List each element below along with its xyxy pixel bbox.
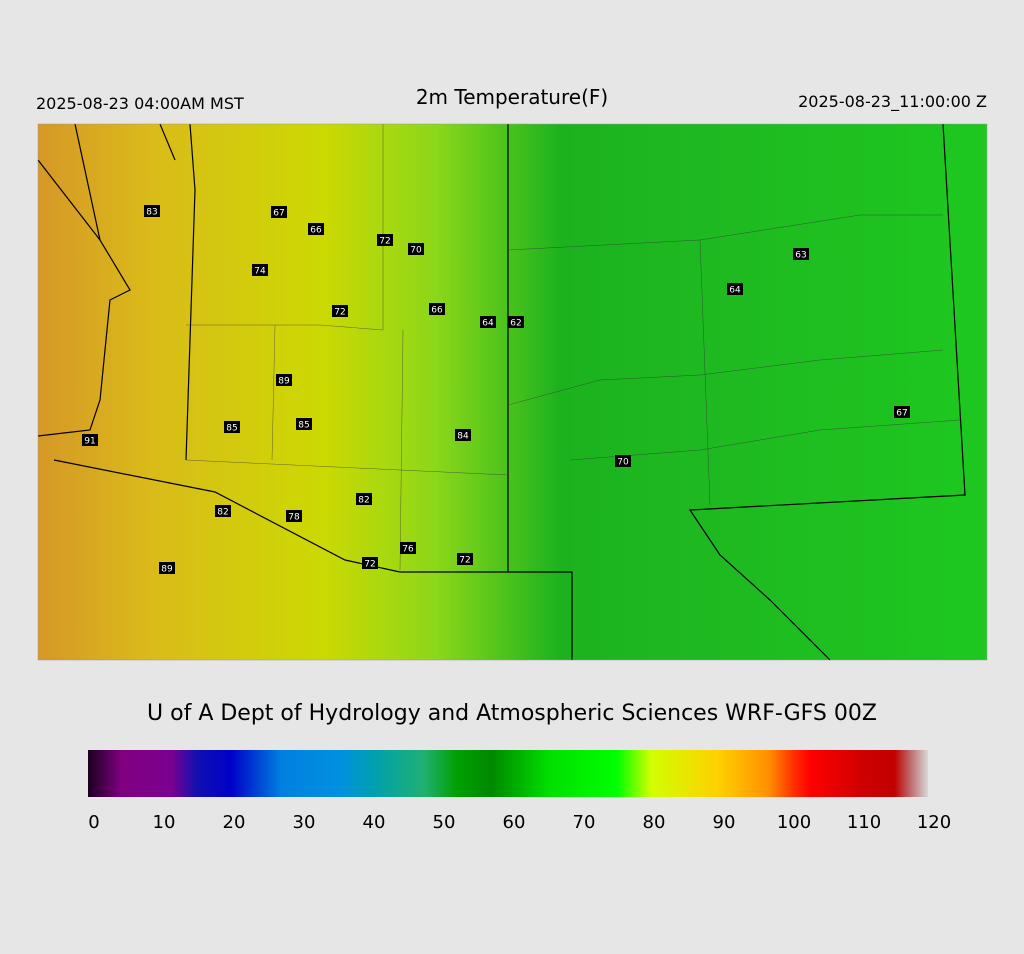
station-label: 66 bbox=[310, 226, 322, 236]
station-box bbox=[408, 243, 424, 255]
station-box bbox=[159, 562, 175, 574]
map bbox=[37, 123, 988, 661]
station-label: 89 bbox=[278, 377, 290, 387]
colorbar-tick-label: 40 bbox=[363, 812, 386, 833]
station-box bbox=[144, 205, 160, 217]
station-box bbox=[356, 493, 372, 505]
station-box bbox=[296, 418, 312, 430]
colorbar-tick-label: 20 bbox=[223, 812, 246, 833]
station-box bbox=[615, 455, 631, 467]
station-box bbox=[332, 305, 348, 317]
station-label: 85 bbox=[298, 421, 309, 431]
station-label: 82 bbox=[217, 508, 228, 518]
station-label: 70 bbox=[410, 246, 422, 256]
station-box bbox=[377, 234, 393, 246]
station-box bbox=[727, 283, 743, 295]
station-label: 64 bbox=[482, 319, 494, 329]
station-box bbox=[508, 316, 524, 328]
station-label: 78 bbox=[288, 513, 300, 523]
colorbar-ticks: 0 10 20 30 40 50 60 70 80 90 100 110 120 bbox=[88, 812, 951, 833]
colorbar-tick-label: 30 bbox=[293, 812, 316, 833]
header-right: 2025-08-23_11:00:00 Z bbox=[798, 92, 987, 112]
station-label: 62 bbox=[510, 319, 521, 329]
station-box bbox=[362, 557, 378, 569]
station-label: 82 bbox=[358, 496, 369, 506]
station-label: 67 bbox=[896, 409, 907, 419]
station-label: 74 bbox=[254, 267, 266, 277]
station-box bbox=[894, 406, 910, 418]
station-label: 84 bbox=[457, 432, 469, 442]
station-label: 63 bbox=[795, 251, 806, 261]
colorbar-tick-label: 90 bbox=[713, 812, 736, 833]
station-label: 89 bbox=[161, 565, 173, 575]
station-label: 72 bbox=[459, 556, 470, 566]
colorbar-tick-label: 50 bbox=[433, 812, 456, 833]
station-label: 64 bbox=[729, 286, 741, 296]
station-box bbox=[400, 542, 416, 554]
header-left: 2025-08-23 04:00AM MST bbox=[36, 94, 244, 113]
station-box bbox=[215, 505, 231, 517]
station-box bbox=[429, 303, 445, 315]
colorbar-tick-label: 70 bbox=[573, 812, 596, 833]
colorbar-tick-label: 100 bbox=[777, 812, 811, 833]
station-box bbox=[271, 206, 287, 218]
station-label: 83 bbox=[146, 208, 157, 218]
colorbar bbox=[88, 750, 928, 797]
station-label: 72 bbox=[334, 308, 345, 318]
station-box bbox=[224, 421, 240, 433]
station-label: 66 bbox=[431, 306, 443, 316]
colorbar-tick-label: 60 bbox=[503, 812, 526, 833]
colorbar-tick-label: 120 bbox=[917, 812, 951, 833]
station-labels: 83 67 66 72 70 74 72 66 64 62 63 64 89 85 85 84 91 67 70 82… bbox=[82, 205, 910, 575]
station-label: 67 bbox=[273, 209, 284, 219]
colorbar-tick-label: 0 bbox=[88, 812, 99, 833]
station-box bbox=[480, 316, 496, 328]
station-label: 70 bbox=[617, 458, 629, 468]
station-label: 85 bbox=[226, 424, 237, 434]
station-label: 72 bbox=[379, 237, 390, 247]
title: 2m Temperature(F) bbox=[416, 85, 608, 109]
station-box bbox=[286, 510, 302, 522]
station-label: 72 bbox=[364, 560, 375, 570]
station-box bbox=[276, 374, 292, 386]
footer: U of A Dept of Hydrology and Atmospheric… bbox=[147, 701, 877, 726]
station-box bbox=[457, 553, 473, 565]
colorbar-tick-label: 10 bbox=[153, 812, 176, 833]
station-box bbox=[793, 248, 809, 260]
station-label: 76 bbox=[402, 545, 414, 555]
station-box bbox=[308, 223, 324, 235]
station-box bbox=[455, 429, 471, 441]
station-box bbox=[82, 434, 98, 446]
station-label: 91 bbox=[84, 437, 95, 447]
colorbar-tick-label: 110 bbox=[847, 812, 881, 833]
colorbar-tick-label: 80 bbox=[643, 812, 666, 833]
station-box bbox=[252, 264, 268, 276]
